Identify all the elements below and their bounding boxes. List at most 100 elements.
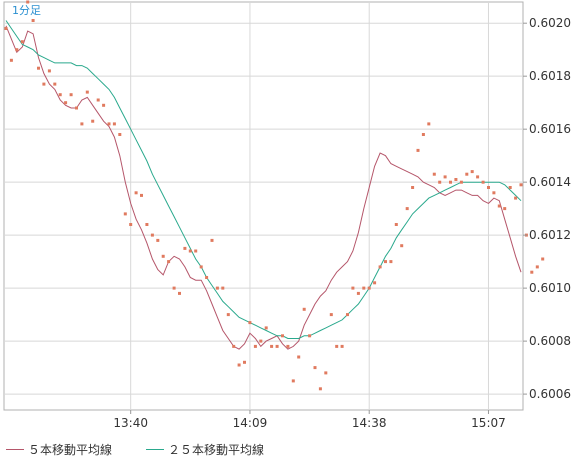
- price-point: [324, 371, 328, 375]
- price-point: [96, 98, 100, 102]
- price-point: [85, 90, 89, 94]
- price-point: [129, 223, 133, 226]
- price-point: [329, 313, 333, 317]
- x-tick-label: 15:07: [471, 416, 506, 430]
- y-tick-label: 0.6008: [529, 334, 571, 348]
- price-point: [449, 180, 452, 184]
- legend: ５本移動平均線 ２５本移動平均線: [0, 436, 574, 460]
- price-point: [470, 170, 474, 174]
- y-tick-label: 0.6020: [529, 16, 571, 30]
- price-point: [47, 69, 51, 73]
- price-point: [248, 321, 252, 325]
- price-point: [351, 286, 355, 290]
- y-tick-label: 0.6016: [529, 122, 571, 136]
- price-point: [394, 223, 398, 226]
- price-point: [270, 344, 274, 348]
- price-point: [226, 313, 230, 317]
- y-tick-label: 0.6018: [529, 69, 571, 83]
- price-point: [286, 344, 290, 348]
- legend-item-ma25: ２５本移動平均線: [146, 441, 264, 458]
- price-point: [367, 286, 371, 290]
- price-point: [481, 180, 485, 184]
- x-tick-label: 14:38: [352, 416, 387, 430]
- price-point: [64, 101, 68, 105]
- price-point: [150, 233, 154, 237]
- price-point: [20, 40, 24, 44]
- price-point: [53, 82, 57, 86]
- price-point: [188, 249, 192, 253]
- price-point: [215, 286, 219, 290]
- price-point: [102, 103, 106, 107]
- price-point: [346, 313, 349, 317]
- price-point: [161, 254, 165, 258]
- price-point: [530, 270, 534, 274]
- price-point: [210, 238, 214, 242]
- price-point: [535, 265, 539, 269]
- price-point: [438, 180, 442, 184]
- price-point: [145, 223, 149, 226]
- y-tick-label: 0.6012: [529, 228, 571, 242]
- price-point: [37, 66, 40, 70]
- price-point: [432, 172, 436, 176]
- price-point: [313, 366, 317, 370]
- legend-label-ma25: ２５本移動平均線: [168, 443, 265, 457]
- period-label: 1分足: [12, 4, 41, 17]
- price-point: [194, 249, 198, 253]
- price-point: [340, 344, 344, 348]
- price-point: [497, 204, 501, 208]
- price-point: [243, 360, 246, 364]
- price-point: [237, 363, 241, 367]
- price-point: [308, 334, 312, 338]
- price-point: [275, 344, 279, 348]
- price-point: [335, 344, 339, 348]
- y-tick-label: 0.6006: [529, 387, 571, 401]
- price-point: [31, 19, 35, 22]
- price-point: [281, 334, 284, 338]
- price-point: [378, 265, 382, 269]
- legend-swatch-ma25: [146, 449, 164, 450]
- price-point: [75, 106, 78, 110]
- price-point: [519, 183, 523, 187]
- price-point: [264, 326, 268, 330]
- price-point: [411, 186, 415, 189]
- price-point: [26, 0, 30, 4]
- price-point: [389, 260, 393, 264]
- plot-area: [3, 1, 524, 411]
- price-point: [134, 191, 138, 195]
- price-point: [454, 178, 458, 181]
- price-point: [465, 172, 469, 176]
- price-point: [167, 260, 171, 264]
- price-point: [123, 212, 127, 216]
- price-point: [318, 387, 322, 391]
- price-point: [232, 344, 236, 348]
- price-point: [362, 286, 366, 290]
- price-point: [172, 286, 176, 290]
- price-point: [4, 27, 8, 30]
- series-line-0: [5, 25, 522, 350]
- legend-swatch-ma5: [6, 449, 24, 450]
- price-point: [514, 196, 518, 200]
- y-tick-label: 0.6014: [529, 175, 571, 189]
- price-point: [69, 93, 73, 97]
- price-point: [178, 291, 181, 295]
- price-point: [107, 122, 111, 126]
- price-point: [253, 344, 257, 348]
- price-point: [503, 207, 507, 211]
- price-point: [421, 133, 425, 136]
- price-point: [427, 122, 431, 126]
- price-point: [476, 175, 480, 179]
- x-tick-label: 13:40: [113, 416, 148, 430]
- legend-item-ma5: ５本移動平均線: [6, 441, 112, 458]
- x-tick-label: 14:09: [233, 416, 268, 430]
- price-point: [112, 122, 116, 126]
- series-layer: [4, 0, 545, 391]
- price-point: [291, 379, 295, 383]
- price-point: [205, 276, 209, 279]
- price-point: [459, 180, 463, 184]
- price-point: [199, 265, 203, 269]
- price-point: [405, 207, 409, 211]
- price-point: [140, 193, 143, 197]
- price-point: [384, 260, 387, 264]
- price-point: [80, 122, 84, 126]
